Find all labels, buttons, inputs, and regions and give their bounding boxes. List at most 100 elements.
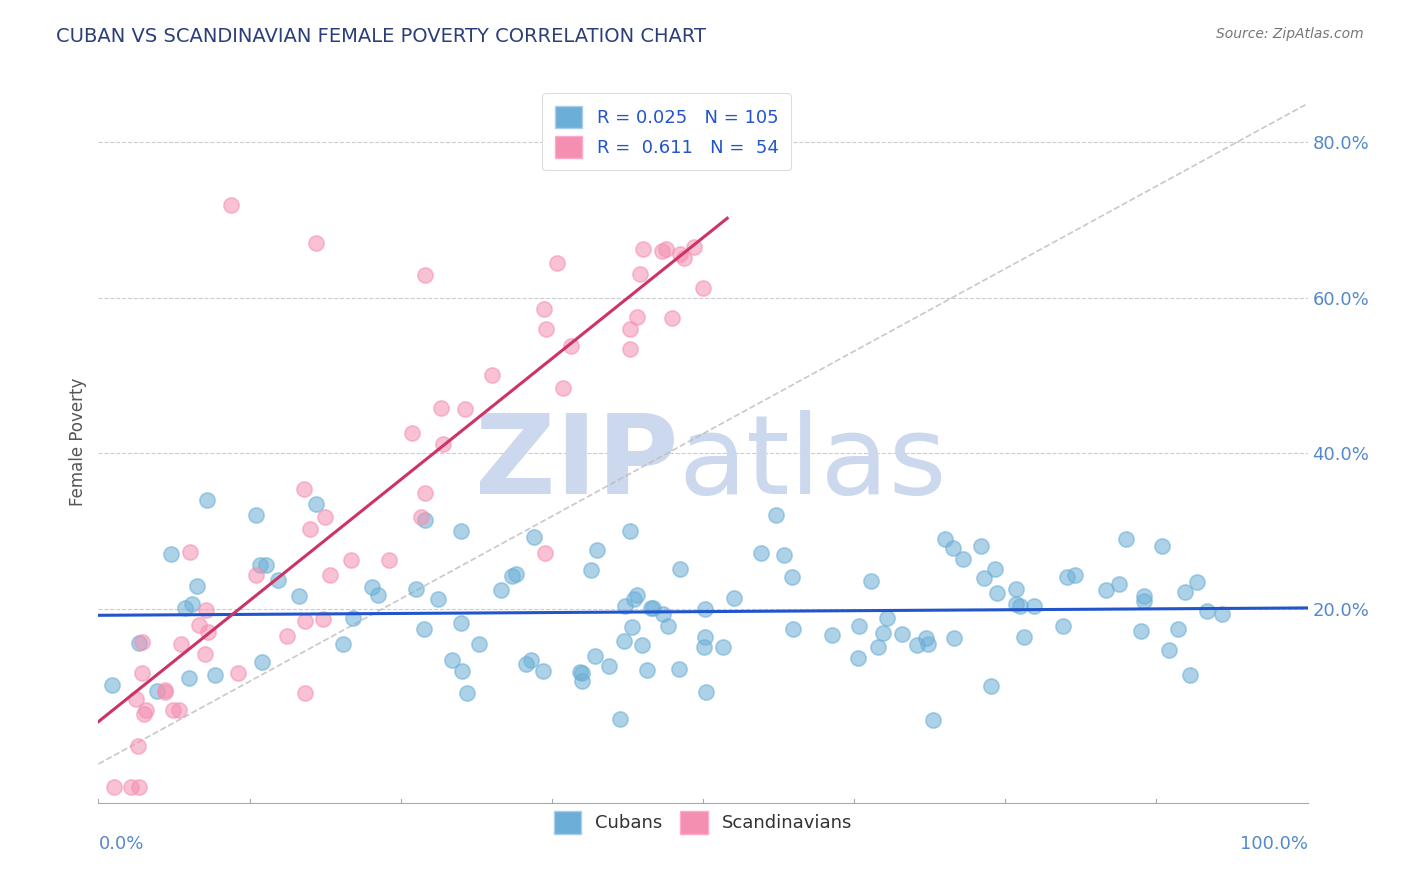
Point bbox=[628, 267, 651, 281]
Point bbox=[450, 524, 472, 538]
Point bbox=[579, 563, 602, 577]
Point bbox=[1167, 622, 1189, 636]
Point bbox=[921, 713, 943, 727]
Point bbox=[661, 311, 683, 326]
Point bbox=[585, 543, 607, 558]
Point bbox=[693, 640, 716, 654]
Point bbox=[751, 546, 773, 560]
Point bbox=[378, 553, 401, 567]
Point bbox=[866, 640, 889, 654]
Point bbox=[986, 586, 1008, 600]
Point bbox=[405, 582, 427, 597]
Point bbox=[534, 322, 557, 336]
Point bbox=[250, 655, 273, 669]
Point bbox=[409, 509, 432, 524]
Point bbox=[1056, 569, 1078, 583]
Point bbox=[1180, 668, 1202, 682]
Point bbox=[314, 510, 336, 524]
Point bbox=[125, 692, 148, 706]
Point bbox=[609, 712, 631, 726]
Point bbox=[339, 553, 361, 567]
Point bbox=[481, 368, 503, 382]
Point bbox=[820, 628, 842, 642]
Point bbox=[683, 240, 706, 254]
Point bbox=[276, 629, 298, 643]
Point bbox=[245, 508, 267, 523]
Point bbox=[551, 381, 574, 395]
Point bbox=[413, 622, 436, 636]
Point bbox=[571, 665, 593, 680]
Point bbox=[181, 597, 204, 611]
Point bbox=[533, 546, 555, 560]
Point bbox=[450, 615, 472, 630]
Text: ZIP: ZIP bbox=[475, 409, 679, 516]
Point bbox=[560, 338, 582, 352]
Point bbox=[636, 663, 658, 677]
Point bbox=[1052, 619, 1074, 633]
Point bbox=[489, 583, 512, 598]
Point bbox=[872, 625, 894, 640]
Point bbox=[520, 653, 543, 667]
Point bbox=[876, 610, 898, 624]
Y-axis label: Female Poverty: Female Poverty bbox=[69, 377, 87, 506]
Point bbox=[917, 637, 939, 651]
Legend: Cubans, Scandinavians: Cubans, Scandinavians bbox=[543, 801, 863, 845]
Point bbox=[655, 242, 678, 256]
Point bbox=[128, 780, 150, 795]
Point bbox=[413, 268, 436, 282]
Point bbox=[134, 707, 156, 722]
Point bbox=[195, 602, 218, 616]
Point bbox=[546, 256, 568, 270]
Point bbox=[305, 236, 328, 251]
Point bbox=[103, 780, 125, 795]
Point bbox=[1024, 599, 1046, 613]
Point bbox=[668, 662, 690, 676]
Point bbox=[973, 571, 995, 585]
Point bbox=[155, 682, 177, 697]
Point bbox=[651, 607, 673, 622]
Point bbox=[194, 647, 217, 661]
Point bbox=[631, 638, 654, 652]
Point bbox=[1152, 540, 1174, 554]
Text: 100.0%: 100.0% bbox=[1240, 835, 1308, 854]
Point bbox=[332, 637, 354, 651]
Point bbox=[131, 665, 153, 680]
Text: Source: ZipAtlas.com: Source: ZipAtlas.com bbox=[1216, 27, 1364, 41]
Point bbox=[167, 703, 190, 717]
Point bbox=[501, 569, 523, 583]
Point bbox=[245, 567, 267, 582]
Point bbox=[127, 739, 149, 754]
Point bbox=[657, 619, 679, 633]
Point bbox=[583, 648, 606, 663]
Point bbox=[1133, 589, 1156, 603]
Point bbox=[162, 702, 184, 716]
Point bbox=[695, 685, 717, 699]
Point bbox=[287, 589, 309, 603]
Point bbox=[427, 591, 450, 606]
Point bbox=[782, 570, 804, 584]
Point bbox=[160, 547, 183, 561]
Point bbox=[1063, 568, 1085, 582]
Point bbox=[669, 247, 692, 261]
Point bbox=[226, 666, 249, 681]
Point bbox=[914, 631, 936, 645]
Point bbox=[1004, 597, 1026, 611]
Point bbox=[970, 540, 993, 554]
Point bbox=[533, 301, 555, 316]
Point bbox=[1157, 643, 1180, 657]
Point bbox=[120, 780, 142, 795]
Point bbox=[614, 599, 637, 613]
Point bbox=[571, 674, 593, 689]
Point bbox=[619, 322, 641, 336]
Point bbox=[135, 703, 157, 717]
Point bbox=[432, 437, 454, 451]
Point bbox=[1197, 604, 1219, 618]
Point bbox=[984, 562, 1007, 576]
Point bbox=[623, 591, 645, 606]
Point bbox=[145, 684, 167, 698]
Point bbox=[197, 625, 219, 640]
Text: 0.0%: 0.0% bbox=[98, 835, 143, 854]
Point bbox=[765, 508, 787, 523]
Text: CUBAN VS SCANDINAVIAN FEMALE POVERTY CORRELATION CHART: CUBAN VS SCANDINAVIAN FEMALE POVERTY COR… bbox=[56, 27, 706, 45]
Point bbox=[711, 640, 734, 654]
